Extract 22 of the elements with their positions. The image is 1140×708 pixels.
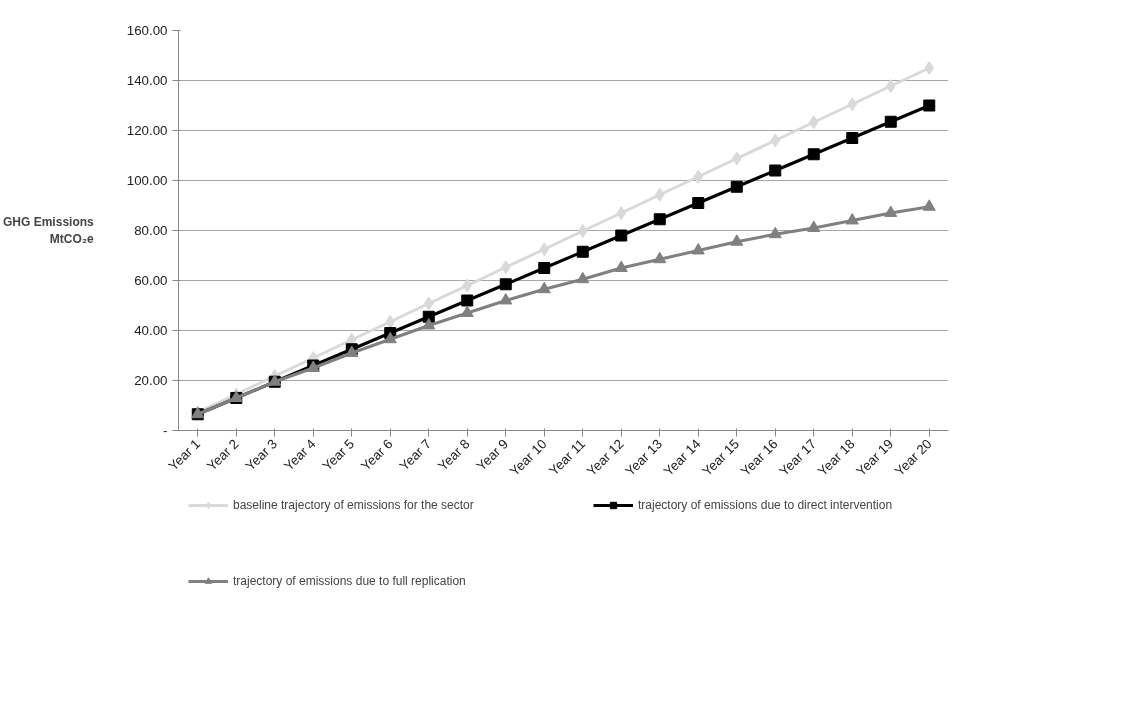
y-tick-label: 120.00 xyxy=(126,123,168,138)
x-tick-label: Year 2 xyxy=(204,436,242,474)
y-tick-label: 80.00 xyxy=(134,223,168,238)
y-tick-label: 40.00 xyxy=(134,323,168,338)
x-tick-label: Year 20 xyxy=(891,436,935,479)
x-tick-label: Year 3 xyxy=(242,436,281,474)
y-tick-label: 160.00 xyxy=(126,23,168,38)
x-tick-label: Year 6 xyxy=(358,436,396,474)
x-tick-label: Year 4 xyxy=(281,435,319,474)
y-axis-title: GHG Emissions MtCO₂e xyxy=(3,215,95,246)
y-tick-label: - xyxy=(163,423,168,438)
y-tick-label: 100.00 xyxy=(126,173,168,188)
legend-label: trajectory of emissions due to full replication xyxy=(233,573,467,589)
x-tick-label: Year 7 xyxy=(396,436,435,474)
y-tick-label: 140.00 xyxy=(126,73,168,88)
y-tick-label: 60.00 xyxy=(134,273,168,288)
x-tick-label: Year 5 xyxy=(319,436,358,474)
legend-label: baseline trajectory of emissions for the sector xyxy=(233,497,475,513)
legend-label: trajectory of emissions due to direct intervention xyxy=(638,497,894,513)
x-tick-label: Year 1 xyxy=(165,436,204,474)
y-tick-label: 20.00 xyxy=(134,373,168,388)
x-tick-label: Year 8 xyxy=(435,436,473,474)
